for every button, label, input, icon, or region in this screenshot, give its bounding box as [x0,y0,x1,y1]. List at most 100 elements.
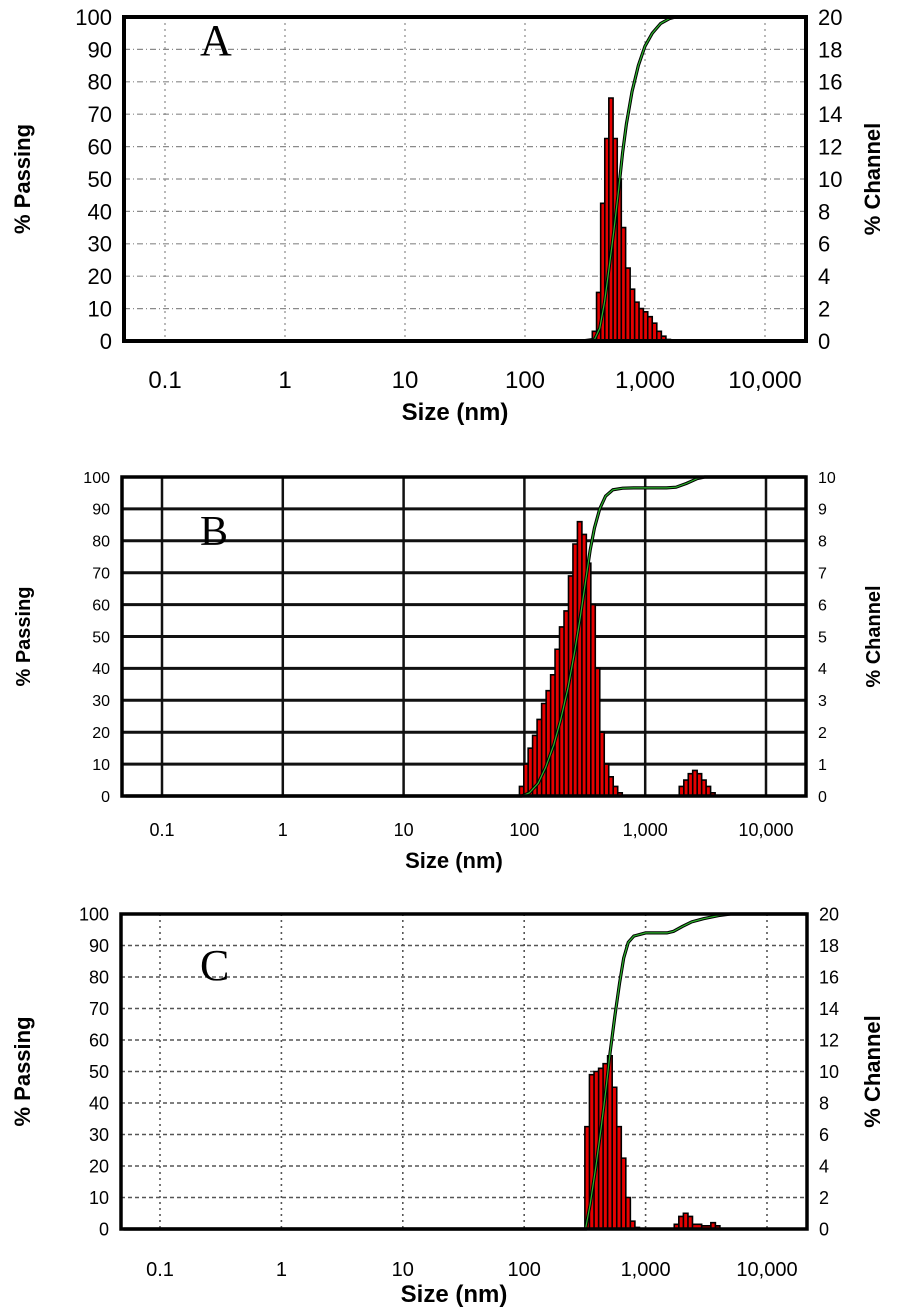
y-left-tick-label: 70 [89,999,109,1019]
x-tick-label: 10,000 [728,367,801,394]
x-axis-title: Size (nm) [405,848,503,873]
y-right-tick-label: 12 [818,135,842,160]
y-left-tick-label: 50 [92,629,110,646]
y-right-tick-label: 14 [819,999,839,1019]
histogram-bars [591,97,672,342]
y-right-tick-label: 20 [818,5,842,30]
y-right-tick-label: 2 [818,297,830,322]
plot-frame [120,475,808,798]
y-right-tick-label: 1 [818,757,827,774]
y-right-axis-title: % Channel [860,123,885,235]
x-tick-label: 10 [392,1259,414,1281]
cumulative-passing-line [123,913,807,1230]
y-left-tick-label: 70 [92,565,110,582]
y-right-tick-label: 16 [819,967,839,987]
y-right-tick-label: 6 [819,1125,829,1145]
y-right-tick-label: 0 [818,329,830,354]
chart-panel-b: 0 10 20 30 40 50 60 70 80 90 100 0 1 2 3 4 5 6 7 8 9 10 0.1 1 10… [13,470,885,873]
y-right-tick-label: 10 [818,470,836,487]
x-tick-label: 10 [392,367,419,394]
y-right-tick-label: 20 [819,904,839,924]
y-left-axis-title: % Passing [10,124,35,234]
y-left-tick-label: 90 [92,502,110,519]
y-left-tick-label: 70 [88,102,112,127]
panel-label: B [200,509,228,555]
y-left-tick-label: 60 [88,135,112,160]
y-left-tick-label: 90 [88,37,112,62]
y-left-tick-label: 20 [89,1156,109,1176]
y-right-tick-label: 9 [818,502,827,519]
x-tick-label: 1,000 [623,820,668,840]
panel-label: C [200,941,229,990]
y-left-tick-label: 10 [92,757,110,774]
y-left-tick-label: 50 [88,167,112,192]
y-right-axis-title: % Channel [863,585,885,687]
histogram-outline [518,520,716,796]
y-right-tick-label: 4 [818,661,827,678]
y-left-tick-label: 20 [88,264,112,289]
chart-panel-c: 0 10 20 30 40 50 60 70 80 90 100 0 2 4 6 8 10 12 14 16 18 20 0… [10,904,885,1308]
y-left-tick-label: 40 [89,1093,109,1113]
y-left-tick-label: 100 [79,904,109,924]
y-left-tick-label: 100 [83,470,110,487]
y-left-tick-label: 0 [100,329,112,354]
x-tick-label: 100 [505,367,545,394]
y-left-tick-label: 90 [89,936,109,956]
y-right-tick-label: 18 [819,936,839,956]
y-right-tick-label: 16 [818,70,842,95]
y-left-tick-label: 10 [89,1188,109,1208]
y-left-tick-label: 80 [89,967,109,987]
x-tick-label: 0.1 [149,820,174,840]
x-tick-label: 100 [509,820,539,840]
y-left-tick-label: 40 [88,199,112,224]
x-axis-title: Size (nm) [401,1281,508,1308]
x-tick-label: 1 [278,367,291,394]
x-tick-label: 10 [394,820,414,840]
y-left-tick-label: 40 [92,661,110,678]
x-axis-title: Size (nm) [402,399,509,426]
x-tick-label: 1 [278,820,288,840]
x-tick-label: 100 [508,1259,541,1281]
y-right-tick-label: 2 [819,1188,829,1208]
gridlines [122,477,806,796]
y-left-axis-title: % Passing [13,586,35,686]
x-tick-label: 10,000 [738,820,793,840]
y-left-tick-label: 30 [92,693,110,710]
y-left-axis-title: % Passing [10,1016,35,1126]
y-right-tick-label: 8 [818,534,827,551]
cumulative-passing-line [128,16,806,342]
cumulative-passing-line [125,476,806,797]
y-right-tick-label: 10 [818,167,842,192]
chart-panel-a: 0 10 20 30 40 50 60 70 80 90 100 0 2 4 6 8 10 12 14 16 18 20 0… [10,5,885,426]
y-left-tick-label: 60 [92,597,110,614]
x-tick-label: 0.1 [146,1259,174,1281]
y-right-tick-label: 3 [818,693,827,710]
y-right-tick-label: 0 [818,789,827,806]
y-left-tick-label: 80 [92,534,110,551]
y-right-tick-label: 4 [818,264,830,289]
y-right-tick-label: 4 [819,1156,829,1176]
y-left-tick-label: 60 [89,1030,109,1050]
y-left-tick-label: 50 [89,1062,109,1082]
y-right-tick-label: 6 [818,597,827,614]
y-right-tick-label: 7 [818,565,827,582]
y-left-tick-label: 30 [89,1125,109,1145]
y-left-tick-label: 20 [92,725,110,742]
y-left-tick-label: 10 [88,297,112,322]
y-right-tick-label: 5 [818,629,827,646]
y-right-tick-label: 8 [818,199,830,224]
x-tick-label: 1,000 [615,367,675,394]
gridlines [121,914,807,1229]
y-right-axis-title: % Channel [860,1015,885,1127]
y-right-tick-label: 10 [819,1062,839,1082]
x-tick-label: 10,000 [736,1259,797,1281]
y-left-tick-label: 100 [75,5,112,30]
histogram-bars [584,1054,721,1230]
y-left-tick-label: 80 [88,70,112,95]
plot-frame [119,912,809,1231]
y-right-tick-label: 14 [818,102,842,127]
y-left-tick-label: 30 [88,232,112,257]
y-right-tick-label: 12 [819,1030,839,1050]
y-left-tick-label: 0 [101,789,110,806]
y-right-tick-label: 18 [818,37,842,62]
